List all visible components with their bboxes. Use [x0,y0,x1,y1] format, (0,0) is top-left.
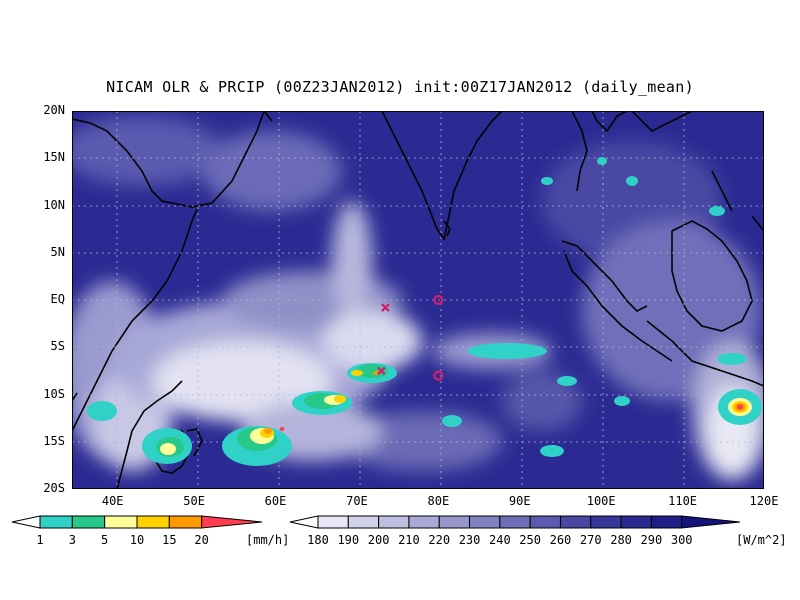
lat-label: 15S [43,433,65,448]
colorbar-tick-label: 190 [337,533,360,547]
colorbar-tick-label: 15 [162,533,177,547]
lat-label: 20N [43,103,65,117]
lat-label: 15N [43,150,65,165]
colorbar-swatch [408,515,440,529]
colorbar-tick-label: 10 [129,533,145,547]
lon-label: 50E [183,494,205,508]
colorbar-tick-label: 180 [307,533,329,547]
lon-label: 110E [668,494,698,508]
precip-field [87,157,762,466]
lat-label: 5S [50,339,65,354]
colorbar-swatch [650,515,683,529]
olr-colorbar [289,515,741,529]
colorbar-tick-label: 300 [670,533,693,547]
lon-label: 60E [264,494,287,508]
precip-colorbar [11,515,263,529]
markers [377,294,444,381]
lon-label: 100E [586,494,616,508]
colorbar-swatch [71,515,106,529]
colorbar-tick-label: 200 [367,533,390,547]
colorbar-tick-label: 290 [640,533,663,547]
lat-label: 20S [43,481,65,495]
colorbar-swatch [347,515,380,529]
lat-label: 10N [43,197,65,212]
colorbar-under-triangle [11,515,41,529]
colorbar-swatch [104,515,138,529]
colorbar-swatch [378,515,410,529]
x-marker [381,303,390,312]
x-marker [377,366,386,376]
colorbar-swatch [168,515,203,529]
colorbar-swatch [620,515,652,529]
lon-label: 40E [101,494,124,508]
map-plot [72,111,764,489]
colorbar-tick-label: 3 [68,533,76,547]
colorbar-over-triangle [681,515,741,529]
colorbar-tick-label: 280 [610,533,632,547]
lon-label: 80E [427,494,450,508]
colorbars [11,515,741,529]
lon-label: 120E [749,494,779,508]
colorbar-tick-label: 220 [428,533,451,547]
lon-label: 90E [508,494,531,508]
colorbar-tick-label: 250 [519,533,541,547]
colorbar-tick-label: 230 [458,533,481,547]
lon-label: 70E [346,494,368,508]
colorbar-over-triangle [201,515,263,529]
colorbar-tick-label: 20 [194,533,209,547]
plot-frame [72,111,764,489]
circle-marker [433,294,444,306]
colorbar-tick-label: 5 [101,533,109,547]
lat-label: 10S [43,386,65,401]
colorbar-under-triangle [289,515,319,529]
colorbar-swatch [438,515,471,529]
colorbar-swatch [39,515,73,529]
colorbar-unit: [mm/h] [246,533,290,547]
colorbar-tick-label: 210 [398,533,420,547]
lat-label: EQ [50,292,65,306]
colorbar-tick-label: 240 [489,533,511,547]
colorbar-swatch [136,515,170,529]
coastlines [72,111,764,489]
colorbar-swatch [559,515,592,529]
colorbar-tick-label: 1 [36,533,44,547]
lat-label: 5N [50,244,65,259]
colorbar-unit: [W/m^2] [736,533,787,547]
circle-marker [433,370,444,381]
chart-title: NICAM OLR & PRCIP (00Z23JAN2012) init:00… [106,78,694,96]
colorbar-swatch [317,515,349,529]
colorbar-swatch [499,515,531,529]
colorbar-swatch [469,515,501,529]
colorbar-swatch [590,515,622,529]
colorbar-swatch [529,515,561,529]
olr-cloud-pattern [72,116,764,481]
colorbar-tick-label: 260 [549,533,572,547]
colorbar-tick-label: 270 [579,533,602,547]
